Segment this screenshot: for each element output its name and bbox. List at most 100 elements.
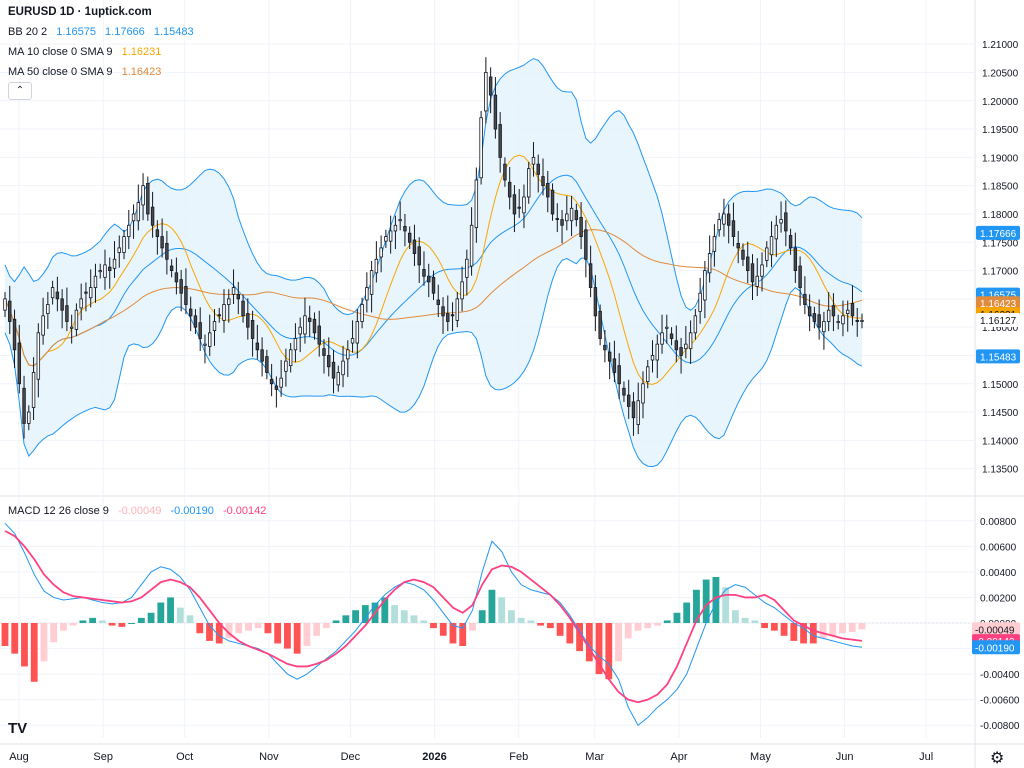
ma50-legend[interactable]: MA 50 close 0 SMA 9 1.16423 [8,66,167,78]
price-tick-label: 1.13500 [982,465,1019,476]
candle-body [336,372,340,386]
macd-legend[interactable]: MACD 12 26 close 9 -0.00049 -0.00190 -0.… [8,505,272,517]
ma10-legend[interactable]: MA 10 close 0 SMA 9 1.16231 [8,46,167,58]
macd-tick-label: -0.00600 [980,696,1020,707]
bb-value-1: 1.16575 [56,26,96,38]
price-tick-label: 1.16000 [982,323,1019,334]
macd-histogram-bar [663,620,671,623]
candle-body [493,94,498,130]
candle-body [131,213,136,222]
macd-histogram-bar [11,623,19,654]
time-tick-label: Oct [176,751,193,763]
candle-body [555,218,559,221]
macd-histogram-bar [30,623,38,682]
candle-body [650,355,655,361]
candle-body [279,377,283,388]
candle-body [360,304,364,322]
macd-histogram-bar [391,605,398,623]
candle-body [212,321,217,331]
candle-body [255,342,260,351]
candle-body [227,298,231,305]
candle-body [822,321,826,333]
macd-histogram-bar [605,623,613,680]
candle-body [860,319,864,322]
tradingview-logo-icon[interactable]: TV [8,720,28,737]
macd-histogram-bar [98,620,106,623]
candle-body [88,287,93,299]
signal-line [4,530,863,704]
macd-histogram-bar [654,623,661,626]
time-tick-label: Sep [93,751,113,763]
candle-body [41,315,45,336]
candle-body [222,304,226,321]
candle-body [855,319,859,322]
candle-body [188,308,193,317]
candle-body [112,258,117,269]
macd-histogram-bar [215,623,223,644]
candle-body [841,315,845,325]
macd-histogram-bar [780,623,788,636]
gear-icon[interactable]: ⚙ [990,750,1005,767]
candle-body [17,342,21,385]
chevron-up-icon: ⌃ [15,85,25,96]
macd-histogram-bar [566,623,574,644]
candle-body [703,270,707,301]
price-tick-label: 1.15000 [982,380,1019,391]
macd-histogram-bar [498,597,506,623]
candle-body [765,247,769,261]
candle-body [208,332,212,347]
macd-tick-label: 0.00600 [980,542,1017,553]
collapse-legend-button[interactable]: ⌃ [8,82,32,100]
macd-value-2: -0.00190 [170,505,214,517]
candle-body [393,224,398,232]
bb-legend[interactable]: BB 20 2 1.16575 1.17666 1.15483 [8,26,200,38]
macd-histogram-bar [770,623,778,631]
candle-body [427,275,431,283]
macd-histogram-bar [108,623,116,626]
ma50-value: 1.16423 [121,66,162,78]
candle-body [150,206,155,226]
candle-body [379,247,383,258]
candle-body [350,338,355,344]
macd-histogram-bar [381,597,389,623]
candle-body [665,326,669,329]
candle-body [503,163,507,181]
candle-body [436,299,440,305]
candle-body [374,258,379,274]
candle-body [584,229,588,260]
candle-body [446,313,450,322]
macd-histogram-bar [147,612,155,623]
macd-histogram-bar [722,587,730,623]
candlesticks [3,57,864,439]
candle-body [98,270,102,273]
macd-tag-box [972,622,1020,637]
macd-histogram-bar [128,623,136,624]
candle-body [122,236,126,253]
candle-body [231,287,236,295]
macd-histogram-bar [546,623,554,629]
price-tag-label: 1.16575 [980,291,1017,302]
price-tag-label: 1.16127 [980,316,1017,327]
candle-body [455,298,460,321]
candle-body [136,202,141,222]
macd-histogram-bar [167,597,174,623]
candle-body [327,355,331,368]
macd-histogram-bar [644,623,652,629]
ma10-line [4,154,863,385]
candle-body [593,287,598,317]
price-tick-label: 1.14500 [982,408,1019,419]
candle-body [93,275,98,288]
candle-body [184,286,188,305]
macd-histogram-bar [693,589,700,623]
candle-body [784,212,788,232]
macd-histogram-bar [420,620,428,623]
macd-histogram-bar [790,623,798,641]
candle-body [612,358,617,373]
price-tick-label: 1.17000 [982,267,1019,278]
macd-tick-label: 0.00200 [980,593,1017,604]
time-tick-label: 2026 [422,751,446,763]
macd-histogram-bar [751,620,759,623]
macd-tag-box [972,640,1020,655]
time-tick-label: Feb [509,751,528,763]
